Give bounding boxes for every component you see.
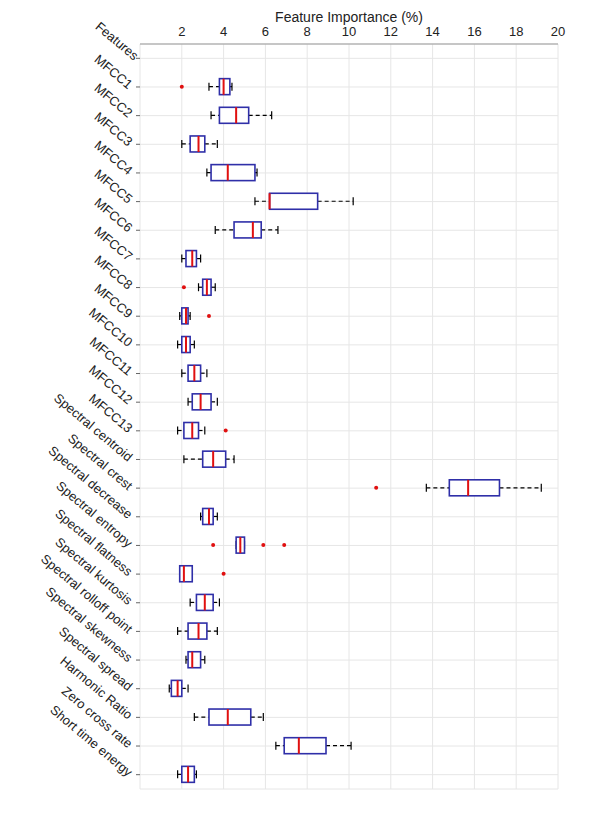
svg-text:2: 2 (178, 24, 185, 39)
svg-text:MFCC5: MFCC5 (91, 166, 136, 207)
svg-text:Spectral crest: Spectral crest (65, 430, 136, 494)
svg-text:Spectral decrease: Spectral decrease (45, 442, 136, 522)
svg-text:6: 6 (262, 24, 269, 39)
svg-text:14: 14 (425, 24, 439, 39)
svg-text:MFCC10: MFCC10 (86, 304, 136, 350)
svg-text:MFCC9: MFCC9 (91, 280, 136, 322)
svg-text:4: 4 (220, 24, 227, 39)
svg-text:Spectral skewness: Spectral skewness (42, 583, 136, 665)
svg-text:MFCC13: MFCC13 (86, 390, 136, 436)
svg-text:16: 16 (467, 24, 481, 39)
svg-text:20: 20 (551, 24, 565, 39)
svg-text:10: 10 (342, 24, 356, 39)
svg-text:MFCC2: MFCC2 (91, 80, 136, 121)
svg-text:MFCC6: MFCC6 (91, 194, 136, 236)
svg-text:MFCC1: MFCC1 (91, 51, 136, 92)
svg-text:Short time energy: Short time energy (47, 702, 136, 780)
svg-text:MFCC4: MFCC4 (91, 137, 136, 178)
svg-text:Feature Importance (%): Feature Importance (%) (275, 9, 423, 25)
svg-text:MFCC7: MFCC7 (91, 223, 136, 264)
svg-text:MFCC8: MFCC8 (91, 252, 136, 293)
svg-text:Spectral centroid: Spectral centroid (51, 390, 136, 465)
svg-text:12: 12 (384, 24, 398, 39)
svg-text:Spectral flatness: Spectral flatness (52, 505, 136, 579)
svg-text:Harmonic Ratio: Harmonic Ratio (57, 653, 136, 723)
svg-text:8: 8 (304, 24, 311, 39)
svg-text:MFCC11: MFCC11 (86, 334, 136, 379)
svg-text:Features: Features (92, 18, 142, 64)
svg-text:MFCC12: MFCC12 (86, 362, 136, 408)
svg-text:Spectral spread: Spectral spread (56, 623, 136, 694)
svg-text:Spectral entropy: Spectral entropy (53, 478, 136, 551)
svg-text:Zero cross rate: Zero cross rate (58, 683, 136, 751)
svg-text:18: 18 (509, 24, 523, 39)
svg-text:Spectral rolloff point: Spectral rolloff point (38, 551, 136, 637)
svg-text:MFCC3: MFCC3 (91, 108, 136, 150)
svg-text:Spectral kurtosis: Spectral kurtosis (52, 534, 136, 608)
